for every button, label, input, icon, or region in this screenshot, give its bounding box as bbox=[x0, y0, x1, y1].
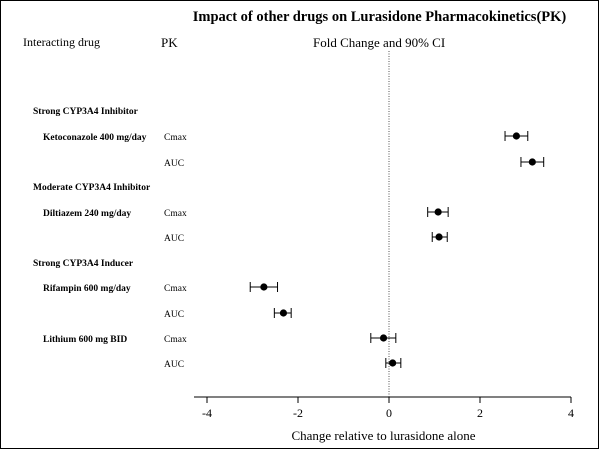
point-estimate bbox=[379, 334, 388, 342]
pk-label: AUC bbox=[164, 310, 184, 320]
pk-label: AUC bbox=[164, 360, 184, 370]
point-estimate bbox=[528, 158, 536, 166]
x-tick-label: 0 bbox=[386, 406, 392, 420]
point-estimate bbox=[434, 208, 442, 216]
x-tick-label: 2 bbox=[477, 406, 483, 420]
point-estimate bbox=[389, 359, 397, 367]
drug-label: Lithium 600 mg BID bbox=[43, 335, 127, 345]
group-label: Strong CYP3A4 Inducer bbox=[33, 259, 134, 269]
pk-label: AUC bbox=[164, 159, 184, 169]
point-estimate bbox=[260, 283, 268, 291]
pk-label: Cmax bbox=[164, 133, 187, 143]
pk-label: Cmax bbox=[164, 284, 187, 294]
group-label: Strong CYP3A4 Inhibitor bbox=[33, 107, 139, 117]
point-estimate bbox=[279, 309, 288, 317]
pk-label: AUC bbox=[164, 234, 184, 244]
drug-label: Ketoconazole 400 mg/day bbox=[43, 133, 147, 143]
x-tick-label: 4 bbox=[568, 406, 574, 420]
group-label: Moderate CYP3A4 Inhibitor bbox=[33, 183, 151, 193]
x-axis-label: Change relative to lurasidone alone bbox=[291, 428, 476, 443]
drug-label: Diltiazem 240 mg/day bbox=[43, 209, 131, 219]
column-header-effect: Fold Change and 90% CI bbox=[313, 35, 446, 50]
point-estimate bbox=[512, 132, 520, 140]
pk-label: Cmax bbox=[164, 335, 187, 345]
chart-title: Impact of other drugs on Lurasidone Phar… bbox=[192, 9, 567, 25]
drug-label: Rifampin 600 mg/day bbox=[43, 284, 131, 294]
column-header-drug: Interacting drug bbox=[23, 35, 100, 49]
pk-label: Cmax bbox=[164, 209, 187, 219]
point-estimate bbox=[435, 233, 443, 241]
column-header-pk: PK bbox=[161, 35, 178, 50]
x-tick-label: -2 bbox=[293, 406, 303, 420]
x-tick-label: -4 bbox=[202, 406, 212, 420]
